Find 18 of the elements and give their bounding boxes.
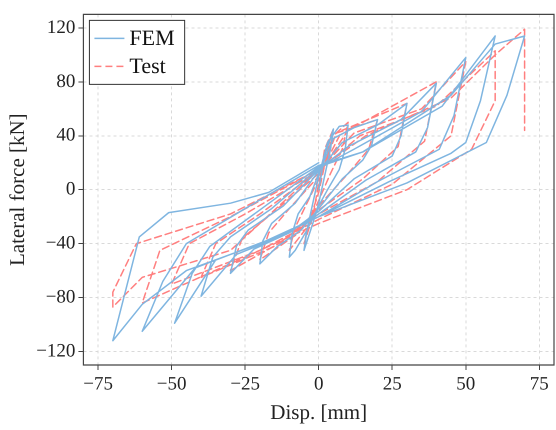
x-tick-label: 75 [530,373,549,394]
legend-label: FEM [129,25,175,50]
y-tick-label: 0 [66,178,76,200]
y-tick-label: 80 [56,70,76,92]
y-tick-label: 40 [56,124,76,146]
x-tick-label: 0 [314,373,324,394]
y-tick-label: −120 [36,340,76,362]
y-tick-label: 120 [46,16,76,38]
y-tick-label: −40 [46,232,76,254]
x-tick-label: −50 [156,373,187,394]
x-axis-title: Disp. [mm] [270,400,368,424]
x-tick-label: 50 [456,373,476,394]
y-tick-label: −80 [46,286,76,308]
x-tick-label: −75 [83,373,113,394]
x-tick-label: −25 [230,373,260,394]
legend-label: Test [129,53,166,78]
y-axis-title: Lateral force [kN] [5,113,30,266]
x-tick-label: 25 [382,373,402,394]
